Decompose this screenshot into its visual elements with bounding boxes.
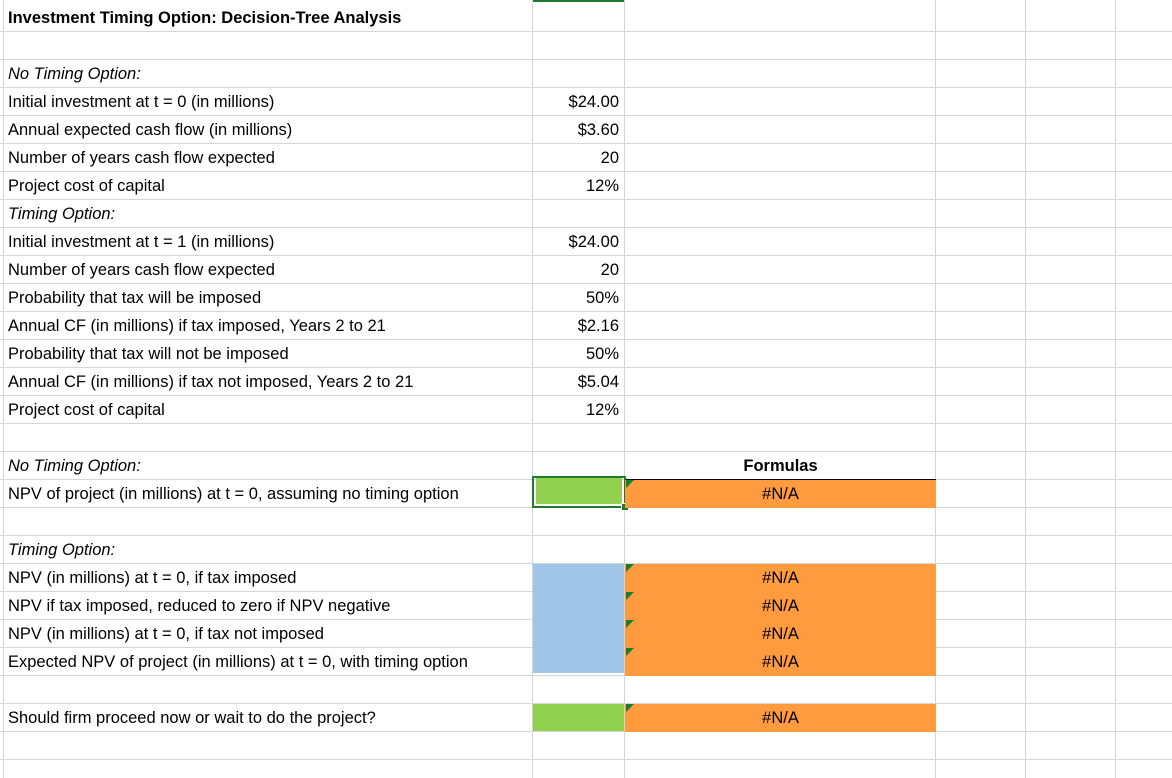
input-value[interactable]: $24.00 <box>568 233 619 251</box>
grid-line <box>0 283 1172 284</box>
grid-line <box>935 0 936 778</box>
row-label[interactable]: Project cost of capital <box>8 177 165 195</box>
grid-line <box>624 0 625 778</box>
formula-cell[interactable]: #N/A <box>625 648 936 676</box>
row-label[interactable]: Number of years cash flow expected <box>8 149 275 167</box>
timing-result-label[interactable]: NPV (in millions) at t = 0, if tax impos… <box>8 569 297 587</box>
results-heading-no-timing[interactable]: No Timing Option: <box>8 457 141 475</box>
grid-line <box>0 31 1172 32</box>
comment-indicator-icon <box>626 592 634 600</box>
npv-no-timing-label[interactable]: NPV of project (in millions) at t = 0, a… <box>8 485 459 503</box>
grid-line <box>0 563 1172 564</box>
results-heading-timing[interactable]: Timing Option: <box>8 541 116 559</box>
timing-result-label[interactable]: Expected NPV of project (in millions) at… <box>8 653 468 671</box>
grid-line <box>0 227 1172 228</box>
grid-line <box>0 423 1172 424</box>
grid-line <box>0 367 1172 368</box>
row-label[interactable]: Annual CF (in millions) if tax imposed, … <box>8 317 386 335</box>
formula-cell[interactable]: #N/A <box>625 480 936 508</box>
comment-indicator-icon <box>626 620 634 628</box>
comment-indicator-icon <box>626 704 634 712</box>
grid-line <box>0 395 1172 396</box>
grid-line <box>0 199 1172 200</box>
row-label[interactable]: Initial investment at t = 0 (in millions… <box>8 93 275 111</box>
grid-line <box>0 143 1172 144</box>
grid-line <box>1025 0 1026 778</box>
decision-label[interactable]: Should firm proceed now or wait to do th… <box>8 709 376 727</box>
grid-line <box>0 703 1172 704</box>
input-value[interactable]: $3.60 <box>577 121 619 139</box>
grid-line <box>0 115 1172 116</box>
grid-line <box>0 731 1172 732</box>
input-value[interactable]: 50% <box>585 289 619 307</box>
grid-line <box>0 535 1172 536</box>
row-label[interactable]: Number of years cash flow expected <box>8 261 275 279</box>
comment-indicator-icon <box>626 648 634 656</box>
grid-line <box>0 255 1172 256</box>
grid-line <box>0 59 1172 60</box>
timing-result-label[interactable]: NPV (in millions) at t = 0, if tax not i… <box>8 625 324 643</box>
answer-cell-npv-no-timing[interactable] <box>536 478 622 504</box>
grid-line <box>3 0 4 778</box>
row-label[interactable]: Probability that tax will not be imposed <box>8 345 289 363</box>
grid-line <box>1115 0 1116 778</box>
grid-line <box>0 87 1172 88</box>
row-label[interactable]: Initial investment at t = 1 (in millions… <box>8 233 275 251</box>
selected-cell-outline <box>532 476 626 508</box>
row-label[interactable]: Probability that tax will be imposed <box>8 289 262 307</box>
input-value[interactable]: 12% <box>585 177 619 195</box>
column-accent <box>533 0 624 2</box>
grid-line <box>0 451 1172 452</box>
row-label[interactable]: Annual CF (in millions) if tax not impos… <box>8 373 414 391</box>
grid-line <box>0 311 1172 312</box>
formula-cell[interactable]: #N/A <box>625 592 936 620</box>
input-value[interactable]: $24.00 <box>568 93 619 111</box>
formulas-header[interactable]: Formulas <box>625 452 936 480</box>
formula-cell[interactable]: #N/A <box>625 620 936 648</box>
row-label[interactable]: Project cost of capital <box>8 401 165 419</box>
input-value[interactable]: 20 <box>600 261 619 279</box>
formula-cell[interactable]: #N/A <box>625 564 936 592</box>
row-label[interactable]: Annual expected cash flow (in millions) <box>8 121 293 139</box>
answer-cell-decision[interactable] <box>533 704 624 731</box>
answer-block-timing[interactable] <box>533 564 624 673</box>
sheet-title[interactable]: Investment Timing Option: Decision-Tree … <box>8 9 402 27</box>
input-value[interactable]: $2.16 <box>577 317 619 335</box>
grid-line <box>0 339 1172 340</box>
input-value[interactable]: 50% <box>585 345 619 363</box>
input-value[interactable]: 20 <box>600 149 619 167</box>
comment-indicator-icon <box>626 480 634 488</box>
input-value[interactable]: 12% <box>585 401 619 419</box>
timing-result-label[interactable]: NPV if tax imposed, reduced to zero if N… <box>8 597 391 615</box>
grid-line <box>0 171 1172 172</box>
section-heading-timing[interactable]: Timing Option: <box>8 205 116 223</box>
formula-cell[interactable]: #N/A <box>625 704 936 732</box>
grid-line <box>532 0 533 778</box>
input-value[interactable]: $5.04 <box>577 373 619 391</box>
grid-line <box>0 675 1172 676</box>
grid-line <box>0 759 1172 760</box>
section-heading-no-timing[interactable]: No Timing Option: <box>8 65 141 83</box>
comment-indicator-icon <box>626 564 634 572</box>
